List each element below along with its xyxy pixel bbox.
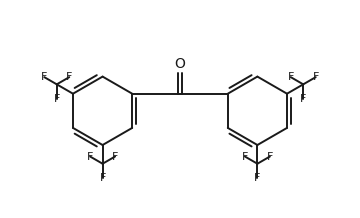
Text: F: F xyxy=(87,152,93,162)
Text: F: F xyxy=(54,94,60,104)
Text: F: F xyxy=(242,152,248,162)
Text: F: F xyxy=(41,72,48,82)
Text: F: F xyxy=(312,72,319,82)
Text: F: F xyxy=(99,173,106,183)
Text: F: F xyxy=(112,152,118,162)
Text: F: F xyxy=(288,72,294,82)
Text: O: O xyxy=(175,57,185,71)
Text: F: F xyxy=(66,72,72,82)
Text: F: F xyxy=(254,173,261,183)
Text: F: F xyxy=(267,152,273,162)
Text: F: F xyxy=(300,94,306,104)
